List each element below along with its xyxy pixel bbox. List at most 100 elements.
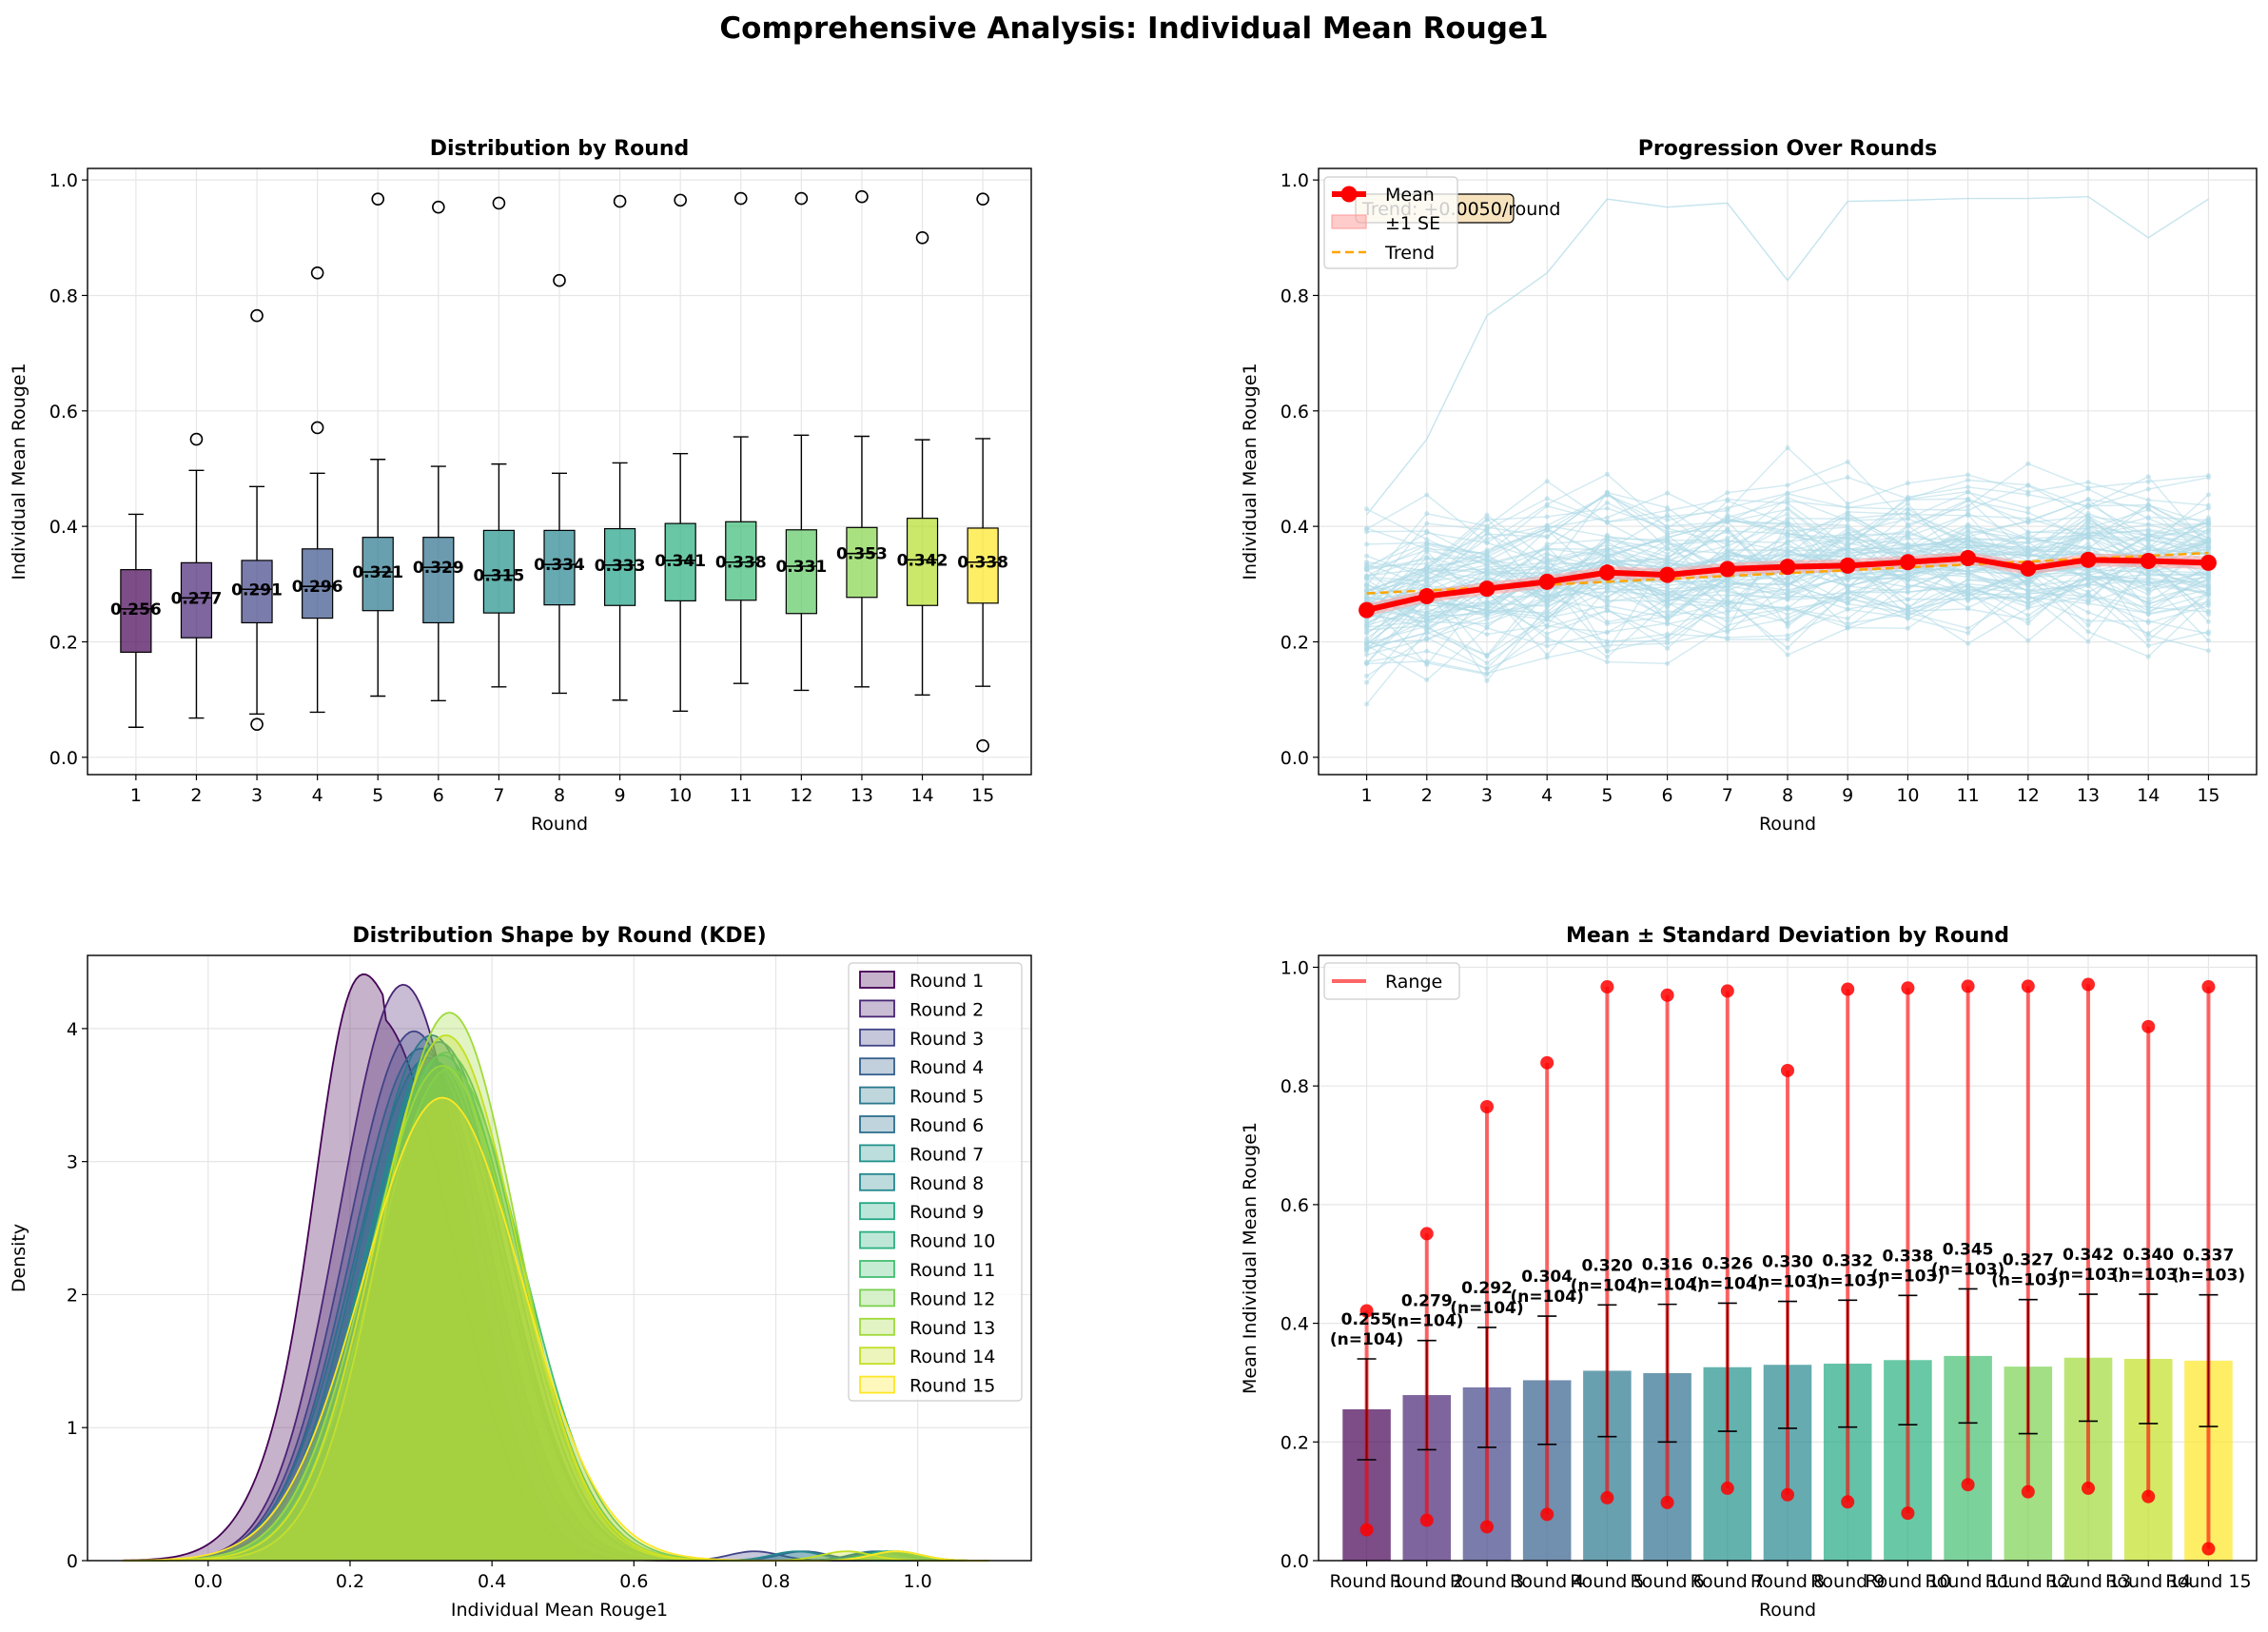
individual-point — [2145, 568, 2151, 574]
individual-point — [1725, 595, 1730, 600]
range-max-point — [1419, 1227, 1434, 1241]
individual-point — [1364, 679, 1370, 685]
individual-point — [1965, 496, 1971, 501]
individual-point — [1484, 621, 1490, 627]
x-tick-label: 14 — [2137, 785, 2160, 806]
individual-point — [1965, 503, 1971, 509]
individual-point — [1424, 568, 1430, 574]
median-label: 0.331 — [775, 558, 827, 577]
individual-point — [1905, 497, 1910, 502]
individual-point — [1905, 512, 1910, 518]
individual-point — [1424, 557, 1430, 562]
individual-point — [2025, 540, 2031, 545]
x-tick-label: 5 — [372, 785, 383, 806]
box — [785, 529, 817, 615]
axes-frame — [1318, 954, 2258, 1562]
median-label: 0.353 — [836, 545, 888, 564]
legend-swatch — [859, 1260, 895, 1278]
individual-point — [1965, 640, 1971, 646]
individual-point — [1424, 660, 1430, 666]
individual-point — [1544, 541, 1550, 547]
individual-point — [1665, 518, 1671, 523]
kde-area — [123, 1057, 989, 1561]
x-tick-label: Round 10 — [1865, 1571, 1950, 1592]
x-tick-label: 8 — [1782, 785, 1793, 806]
mean-point — [2020, 560, 2037, 577]
individual-point — [1785, 516, 1790, 521]
individual-point — [1364, 652, 1370, 658]
kde-area — [123, 1066, 989, 1561]
individual-point — [1544, 550, 1550, 556]
axes-frame — [1318, 167, 2258, 776]
range-min-point — [1901, 1506, 1915, 1521]
individual-point — [2145, 534, 2151, 540]
individual-point — [2085, 519, 2091, 524]
legend-label: Round 3 — [909, 1029, 984, 1050]
legend-label: Round 6 — [909, 1115, 984, 1136]
outlier-point — [250, 308, 264, 323]
individual-point — [2025, 505, 2031, 511]
y-tick-label: 0.2 — [1281, 632, 1309, 653]
individual-point — [1364, 506, 1370, 512]
kde-curves — [123, 973, 989, 1562]
x-tick-label: 1 — [1361, 785, 1373, 806]
individual-point — [1544, 546, 1550, 552]
individual-point — [2145, 502, 2151, 508]
individual-point — [1665, 538, 1671, 543]
individual-point — [1965, 534, 1971, 540]
individual-point — [1484, 566, 1490, 572]
y-axis-label: Density — [9, 1224, 29, 1292]
box — [906, 518, 939, 606]
y-axis-label: Mean Individual Mean Rouge1 — [1240, 1122, 1261, 1394]
individual-point — [1785, 624, 1790, 630]
box — [482, 529, 516, 614]
legend-label: Round 5 — [909, 1087, 984, 1108]
median-label: 0.256 — [110, 600, 162, 619]
legend-label: Round 2 — [909, 999, 984, 1020]
x-tick-label: Round 14 — [2105, 1571, 2191, 1592]
individual-point — [2085, 501, 2091, 507]
x-tick-label: 14 — [910, 785, 933, 806]
individual-point — [2085, 514, 2091, 520]
individual-point — [2025, 583, 2031, 589]
individual-point — [1484, 666, 1490, 672]
x-tick-label: Round 15 — [2165, 1571, 2251, 1592]
individual-point — [2205, 631, 2211, 637]
y-tick-label: 0.0 — [49, 748, 78, 769]
individual-point — [1725, 583, 1730, 589]
individual-point — [2205, 505, 2211, 511]
x-tick-label: 0.2 — [336, 1571, 364, 1592]
value-label: 0.332 — [1822, 1251, 1873, 1270]
individual-point — [1905, 481, 1910, 486]
x-tick-label: 10 — [1896, 785, 1919, 806]
x-tick-label: 7 — [493, 785, 504, 806]
kde-area — [123, 1097, 989, 1561]
individual-point — [1845, 583, 1850, 589]
individual-point — [1665, 596, 1671, 601]
individual-point — [1665, 635, 1671, 640]
individual-point — [1965, 507, 1971, 513]
y-axis-label: Individual Mean Rouge1 — [9, 363, 29, 580]
individual-point — [2205, 619, 2211, 624]
x-tick-label: Round 3 — [1450, 1571, 1524, 1592]
figure-title: Comprehensive Analysis: Individual Mean … — [719, 11, 1548, 46]
y-tick-label: 0.4 — [1281, 517, 1309, 538]
individual-point — [1364, 646, 1370, 652]
individual-point — [1484, 540, 1490, 545]
individual-point — [1364, 588, 1370, 594]
y-tick-label: 4 — [67, 1019, 78, 1040]
count-label: (n=104) — [1631, 1276, 1704, 1295]
mean-point — [2080, 551, 2097, 568]
individual-point — [1725, 612, 1730, 618]
individual-point — [1424, 540, 1430, 545]
individual-point — [1725, 505, 1730, 511]
count-label: (n=103) — [1991, 1271, 2064, 1290]
individual-point — [1665, 507, 1671, 513]
box — [180, 561, 213, 639]
outlier-point — [674, 193, 687, 207]
median-label: 0.321 — [352, 563, 403, 582]
individual-point — [1785, 587, 1790, 593]
legend-box — [1323, 176, 1458, 269]
x-axis-label: Round — [1759, 814, 1816, 835]
individual-point — [2205, 570, 2211, 576]
